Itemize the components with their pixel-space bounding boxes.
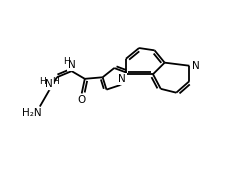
Text: N: N [118, 74, 125, 84]
Text: H: H [63, 57, 69, 66]
Text: O: O [77, 95, 85, 105]
Text: N: N [67, 60, 75, 70]
Text: H₂N: H₂N [22, 108, 42, 118]
Text: N: N [45, 79, 53, 89]
Text: H: H [52, 77, 58, 86]
Text: N: N [191, 61, 199, 71]
Text: H: H [40, 77, 46, 86]
